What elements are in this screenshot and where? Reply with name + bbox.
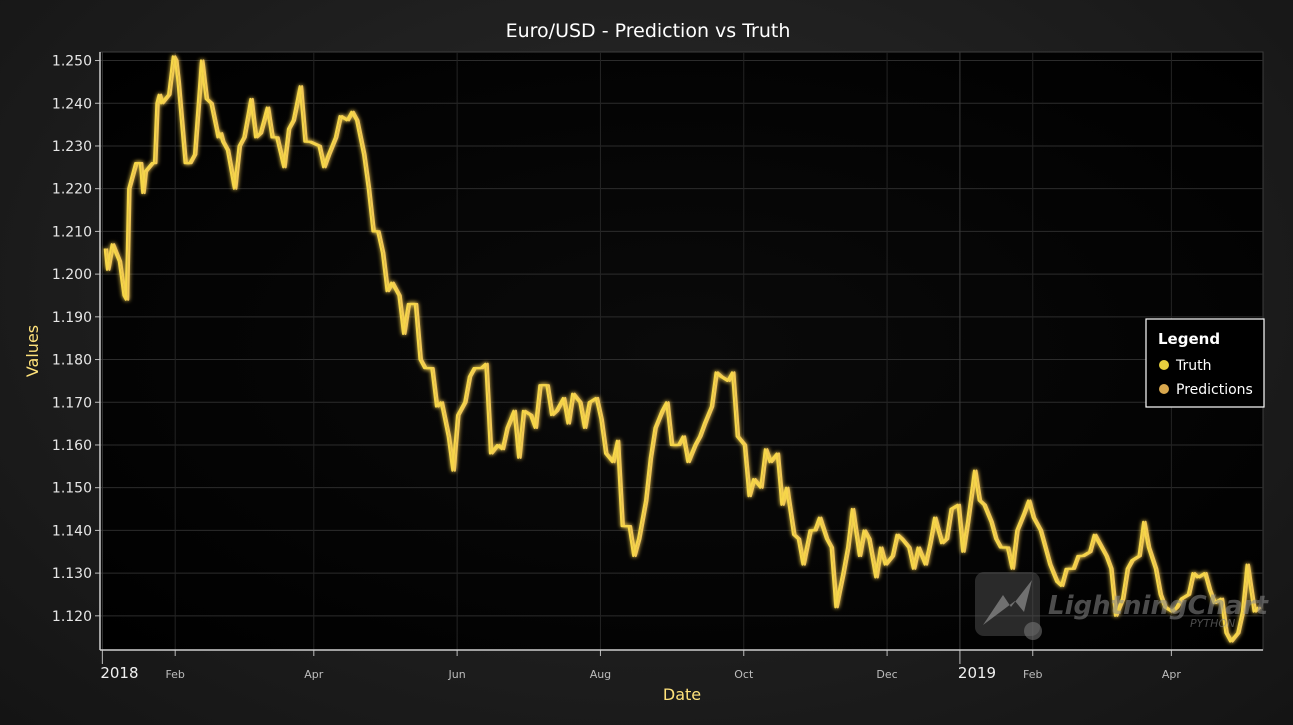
x-tick-label: Feb: [165, 668, 184, 681]
y-tick-label: 1.240: [52, 96, 92, 112]
y-tick-label: 1.120: [52, 609, 92, 625]
x-tick-label: Apr: [1162, 668, 1182, 681]
series-group: [103, 55, 1262, 643]
chart-title: Euro/USD - Prediction vs Truth: [506, 20, 791, 42]
x-axis-title: Date: [663, 685, 701, 704]
y-tick-label: 1.210: [52, 224, 92, 240]
x-tick-label: Feb: [1023, 668, 1042, 681]
y-axis-title: Values: [23, 325, 42, 377]
legend-label-truth: Truth: [1175, 358, 1212, 374]
watermark-bolt-icon: [983, 580, 1032, 625]
y-tick-label: 1.170: [52, 395, 92, 411]
x-axis: 2018 Feb Apr Jun Aug Oct Dec 2019 Feb Apr: [100, 649, 1263, 682]
y-tick-label: 1.190: [52, 310, 92, 326]
legend-label-predictions: Predictions: [1176, 382, 1253, 398]
legend-marker-truth: [1159, 360, 1169, 370]
x-tick-label: Aug: [590, 668, 611, 681]
watermark: LightningChart PYTHON: [975, 572, 1270, 640]
x-tick-label: Jun: [448, 668, 466, 681]
legend[interactable]: Legend Truth Predictions: [1145, 318, 1265, 408]
y-tick-label: 1.230: [52, 139, 92, 155]
y-tick-label: 1.150: [52, 481, 92, 497]
y-tick-label: 1.160: [52, 438, 92, 454]
watermark-brand: LightningChart: [1048, 591, 1270, 621]
x-tick-label: Oct: [734, 668, 754, 681]
y-tick-label: 1.180: [52, 353, 92, 369]
watermark-python-icon: [1024, 622, 1042, 640]
plot-area: [99, 51, 1264, 651]
x-tick-label: 2019: [958, 664, 996, 682]
x-tick-label: 2018: [100, 664, 138, 682]
y-tick-label: 1.250: [52, 54, 92, 70]
grid-lines: [100, 52, 1263, 650]
y-tick-label: 1.130: [52, 566, 92, 582]
watermark-sub: PYTHON: [1190, 617, 1235, 630]
y-tick-label: 1.200: [52, 267, 92, 283]
y-tick-label: 1.220: [52, 182, 92, 198]
x-tick-label: Apr: [304, 668, 324, 681]
legend-marker-predictions: [1159, 384, 1169, 394]
legend-title: Legend: [1158, 330, 1220, 348]
series-line-truth: [103, 55, 1260, 643]
y-axis: 1.120 1.130 1.140 1.150 1.160 1.170 1.180 1.190…: [52, 52, 101, 650]
x-tick-label: Dec: [876, 668, 897, 681]
y-tick-label: 1.140: [52, 523, 92, 539]
